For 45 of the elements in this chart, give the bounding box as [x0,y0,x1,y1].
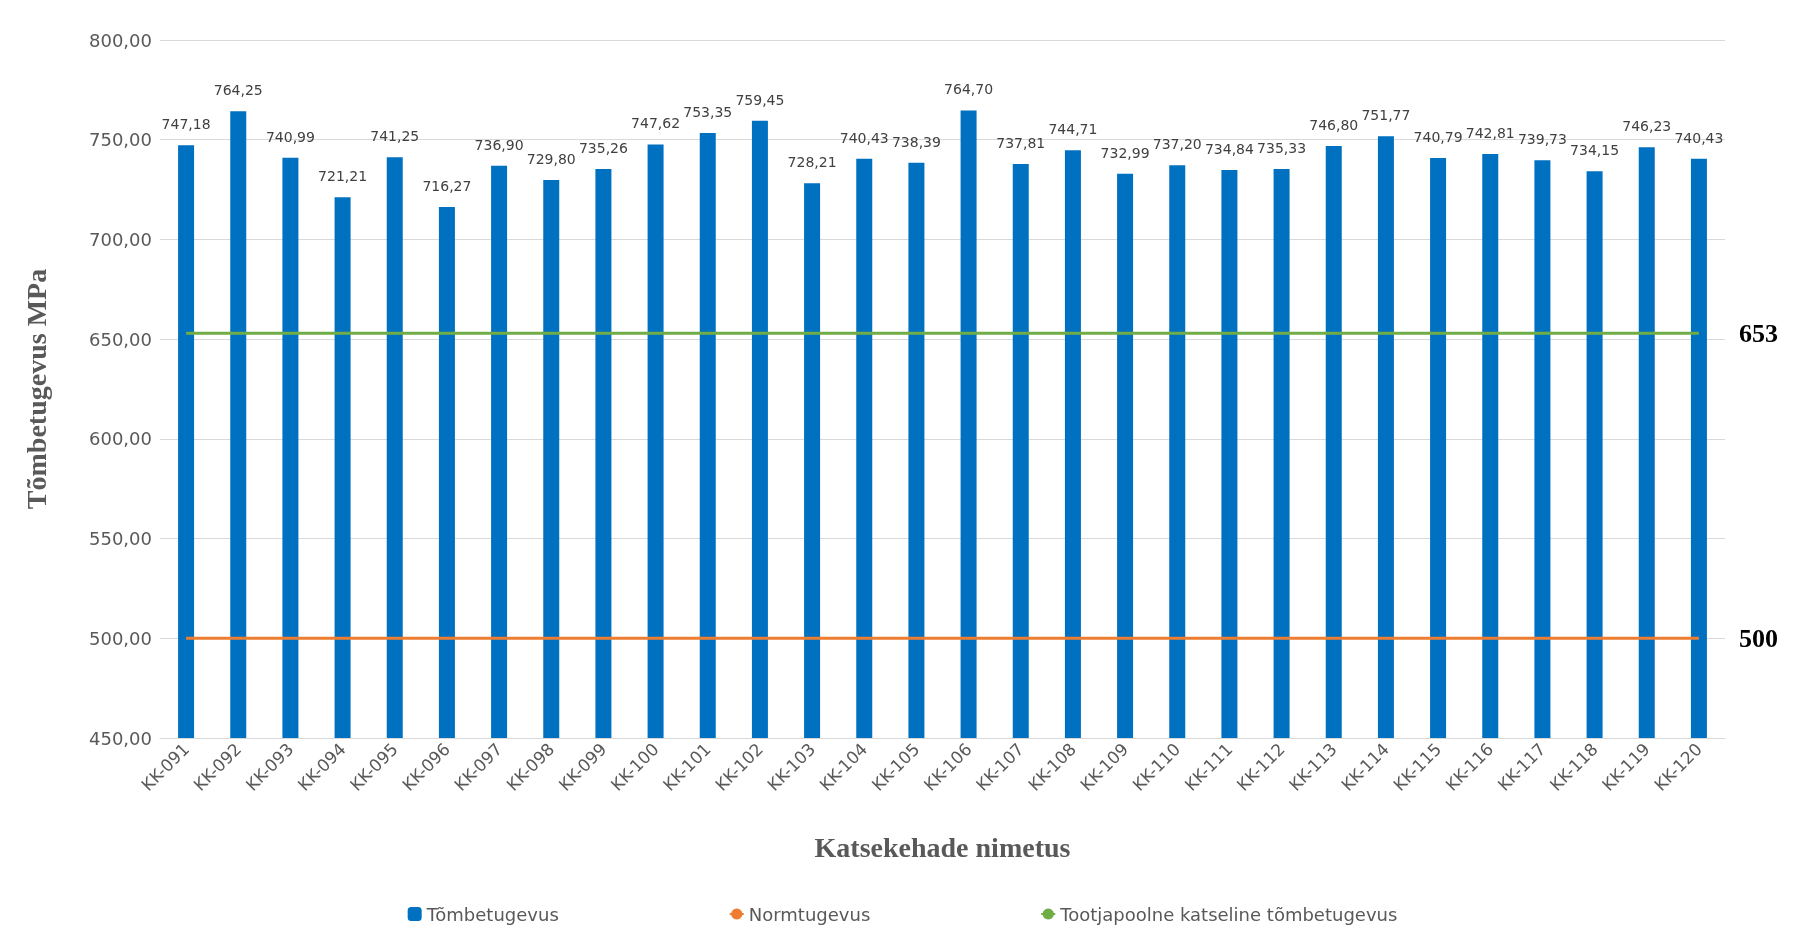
y-tick-label: 800,00 [89,29,152,51]
data-label: 721,21 [318,168,368,185]
y-axis-title: Tõmbetugevus MPa [20,268,52,510]
data-label: 759,45 [735,91,785,108]
data-label: 751,77 [1361,107,1411,124]
data-label: 740,79 [1413,129,1463,146]
data-label: 500 [1738,623,1778,653]
x-axis-title: Katsekehade nimetus [814,831,1071,863]
y-tick-label: 600,00 [89,428,152,450]
data-label: 737,20 [1152,136,1202,153]
data-label: 734,15 [1570,142,1620,159]
data-label: 736,90 [474,136,524,153]
legend-label: Tootjapoolne katseline tõmbetugevus [1059,903,1398,925]
data-label: 741,25 [370,128,420,145]
data-label: 740,99 [265,128,315,145]
data-label: 737,81 [996,135,1046,152]
data-label: 732,99 [1100,144,1150,161]
data-label: 753,35 [683,104,733,121]
y-tick-label: 550,00 [89,528,152,550]
data-label: 738,39 [891,133,941,150]
data-label: 735,33 [1257,139,1307,156]
y-tick-label: 450,00 [89,727,152,749]
data-label: 747,18 [161,116,211,133]
data-label: 729,80 [526,151,576,167]
y-tick-label: 650,00 [89,328,152,350]
legend-label: Tõmbetugevus [425,903,559,925]
y-tick-label: 700,00 [89,228,152,250]
data-label: 742,81 [1465,125,1515,142]
data-label: 728,21 [787,154,837,171]
data-label: 746,80 [1309,117,1359,134]
data-label: 739,73 [1517,131,1567,148]
data-label: 734,84 [1204,140,1254,157]
legend-label: Normtugevus [748,903,871,925]
data-label: 744,71 [1048,121,1098,138]
data-label: 653 [1738,318,1778,348]
data-label: 746,23 [1622,118,1672,135]
data-label: 735,26 [578,140,628,157]
data-label: 764,70 [944,81,994,98]
data-label: 740,43 [1674,129,1724,146]
data-label: 764,25 [213,82,263,99]
data-label: 747,62 [631,115,681,132]
data-label: 740,43 [839,129,889,146]
data-label: 716,27 [422,177,472,194]
y-tick-label: 500,00 [89,627,152,649]
y-tick-label: 750,00 [89,129,152,151]
